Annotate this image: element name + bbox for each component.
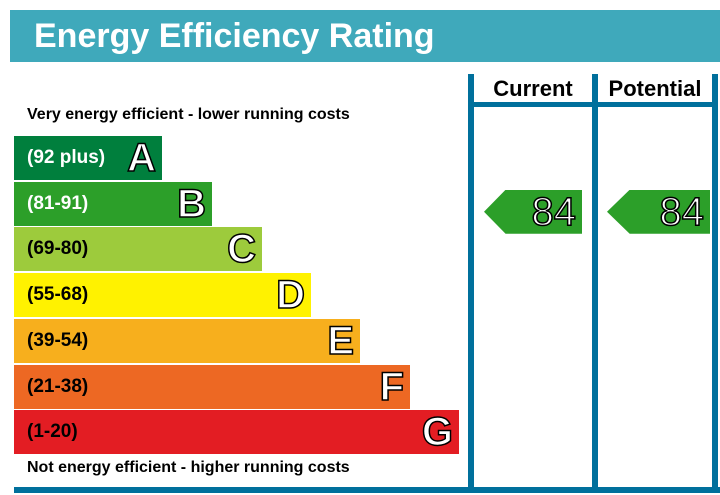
top-caption: Very energy efficient - lower running co… xyxy=(27,106,350,123)
band-range: (69-80) xyxy=(27,238,89,260)
band-range: (92 plus) xyxy=(27,147,106,168)
band-bar-c: (69-80) C xyxy=(14,227,262,273)
potential-rating-value: 84 xyxy=(659,189,705,234)
band-bar-b: (81-91) B xyxy=(14,181,212,227)
band-range: (1-20) xyxy=(27,421,78,443)
bottom-caption: Not energy efficient - higher running co… xyxy=(27,459,350,476)
column-divider xyxy=(468,74,474,492)
potential-header: Potential xyxy=(608,76,702,101)
band-letter: A xyxy=(126,135,156,181)
band-bar-e: (39-54) E xyxy=(14,318,360,364)
column-divider xyxy=(712,74,718,492)
band-range: (39-54) xyxy=(27,329,89,351)
band-range: (21-38) xyxy=(27,375,89,397)
current-rating-value: 84 xyxy=(531,189,577,234)
band-range: (81-91) xyxy=(27,192,89,214)
column-divider xyxy=(592,74,598,492)
band-bar-d: (55-68) D xyxy=(14,272,311,318)
band-letter: B xyxy=(176,181,206,227)
band-letter: D xyxy=(275,272,305,318)
bottom-border xyxy=(14,487,720,493)
potential-rating-arrow: 84 xyxy=(607,189,710,234)
band-bar-f: (21-38) F xyxy=(14,364,410,410)
header-divider xyxy=(468,102,718,107)
band-letter: E xyxy=(327,318,355,364)
current-header: Current xyxy=(493,76,573,101)
chart-title: Energy Efficiency Rating xyxy=(10,10,720,62)
band-range: (55-68) xyxy=(27,284,89,306)
band-letter: F xyxy=(379,364,405,410)
band-bar-g: (1-20) G xyxy=(14,409,459,455)
band-letter: G xyxy=(421,409,454,455)
current-rating-arrow: 84 xyxy=(484,189,582,234)
band-bar-a: (92 plus) A xyxy=(14,135,162,181)
band-letter: C xyxy=(226,227,256,273)
